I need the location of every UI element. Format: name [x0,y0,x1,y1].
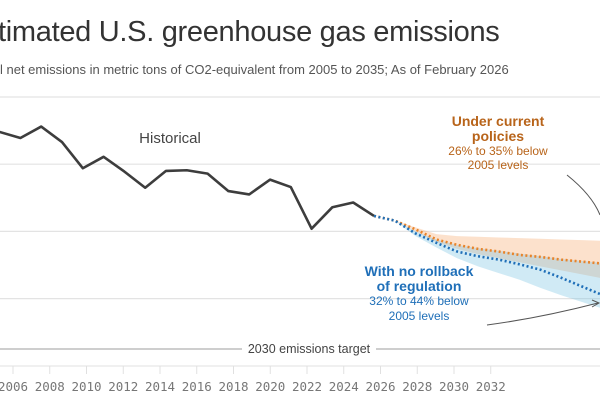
rollback-title-1: With no rollback [365,263,474,279]
rollback-title-2: of regulation [377,278,462,294]
x-tick-label: 2014 [145,379,175,394]
series-historical [0,125,375,231]
chart-subtitle: l net emissions in metric tons of CO2-eq… [0,62,509,77]
x-tick-label: 2010 [71,379,101,394]
current-range-1: 26% to 35% below [448,144,548,158]
current-range-2: 2005 levels [468,158,529,172]
current-title-2: policies [472,128,524,144]
x-tick-label: 2026 [365,379,395,394]
x-tick-label: 2016 [182,379,212,394]
rollback-arrow [486,302,599,326]
current-arrow [566,174,600,216]
x-tick-label: 2020 [255,379,285,394]
series-no-rollback [373,214,600,296]
rollback-arrowhead-icon [591,299,600,308]
x-tick-label: 2012 [108,379,138,394]
current-policies-annotation: Under current policies 26% to 35% below … [448,113,548,172]
rollback-range-2: 2005 levels [389,309,450,323]
x-tick-label: 2022 [292,379,322,394]
current-title-1: Under current [452,113,545,129]
x-tick-label: 2024 [329,379,359,394]
target-label: 2030 emissions target [248,342,371,356]
chart-title: timated U.S. greenhouse gas emissions [0,16,500,48]
band-no-rollback [374,215,600,308]
x-tick-label: 2028 [402,379,432,394]
x-tick-label: 2008 [35,379,65,394]
band-current-policies [374,215,600,278]
rollback-range-1: 32% to 44% below [369,294,469,308]
x-tick-label: 2018 [218,379,248,394]
no-rollback-annotation: With no rollback of regulation 32% to 44… [365,263,474,323]
x-tick-label: 2030 [439,379,469,394]
historical-label: Historical [139,130,201,147]
x-tick-label: 2006 [0,379,28,394]
x-tick-label: 2032 [476,379,506,394]
